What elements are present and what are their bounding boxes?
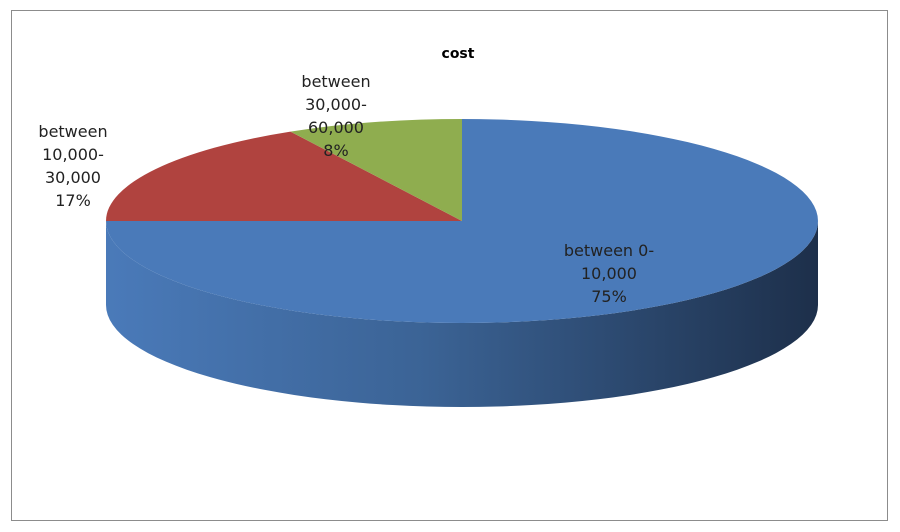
slice-label-1-line-2: 30,000: [45, 168, 101, 187]
slice-label-0-line-1: 10,000: [581, 264, 637, 283]
slice-label-2: between 30,000- 60,000 8%: [301, 72, 370, 160]
pie-chart: cost between 0- 10,000 75% between 10,000- 30…: [38, 46, 818, 407]
slice-label-2-line-3: 8%: [323, 141, 348, 160]
chart-area: cost between 0- 10,000 75% between 10,000- 30…: [11, 10, 888, 521]
slice-label-1-line-1: 10,000-: [42, 145, 104, 164]
pie-slices: [106, 119, 818, 407]
slice-label-2-line-2: 60,000: [308, 118, 364, 137]
pie-side-wall: [106, 221, 818, 407]
slice-label-0-line-0: between 0-: [564, 241, 654, 260]
slice-label-0: between 0- 10,000 75%: [564, 241, 654, 306]
pie-slice-2: [290, 119, 462, 221]
slice-label-1: between 10,000- 30,000 17%: [38, 122, 107, 210]
slice-label-1-line-3: 17%: [55, 191, 91, 210]
slice-label-2-line-0: between: [301, 72, 370, 91]
chart-title: cost: [442, 46, 475, 62]
slice-label-0-line-2: 75%: [591, 287, 627, 306]
pie-slice-1: [106, 131, 462, 221]
slice-label-2-line-1: 30,000-: [305, 95, 367, 114]
slice-label-1-line-0: between: [38, 122, 107, 141]
slice-labels: between 0- 10,000 75% between 10,000- 30,000 1…: [38, 72, 654, 306]
